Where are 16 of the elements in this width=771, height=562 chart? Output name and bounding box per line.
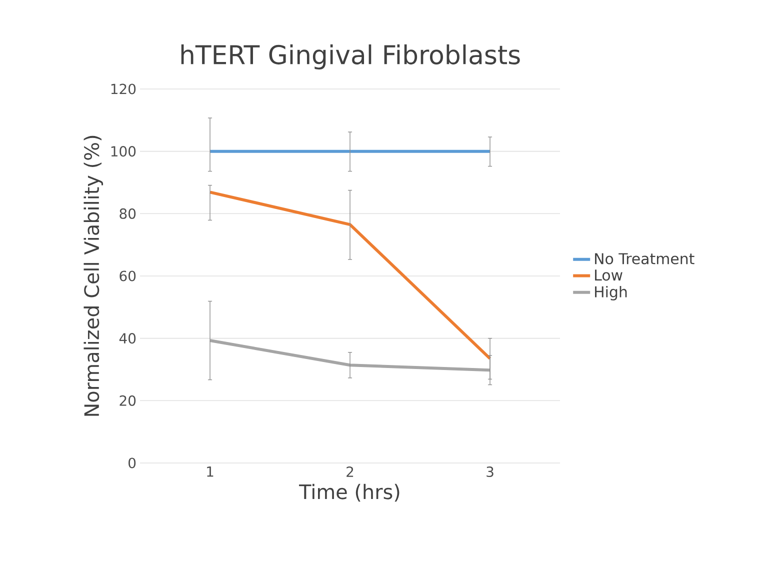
x-tick-label: 1 <box>207 466 214 477</box>
x-tick-label: 2 <box>346 466 354 477</box>
y-tick-label: 20 <box>120 395 136 406</box>
y-tick-label: 80 <box>120 208 136 219</box>
legend-label: No Treatment <box>595 253 694 264</box>
x-tick-label: 3 <box>486 466 494 478</box>
y-tick-label: 0 <box>128 458 136 468</box>
y-tick-label: 100 <box>111 146 136 157</box>
y-tick-label: 40 <box>119 333 136 344</box>
legend-label: Low <box>595 270 622 281</box>
y-axis-title: Normalized Cell Viability (%) <box>84 136 104 416</box>
y-tick-label: 60 <box>120 270 136 282</box>
y-tick-label: 120 <box>111 84 136 94</box>
legend-label: High <box>595 286 627 300</box>
x-axis-title: Time (hrs) <box>299 484 400 502</box>
chart-title: hTERT Gingival Fibroblasts <box>181 44 520 70</box>
